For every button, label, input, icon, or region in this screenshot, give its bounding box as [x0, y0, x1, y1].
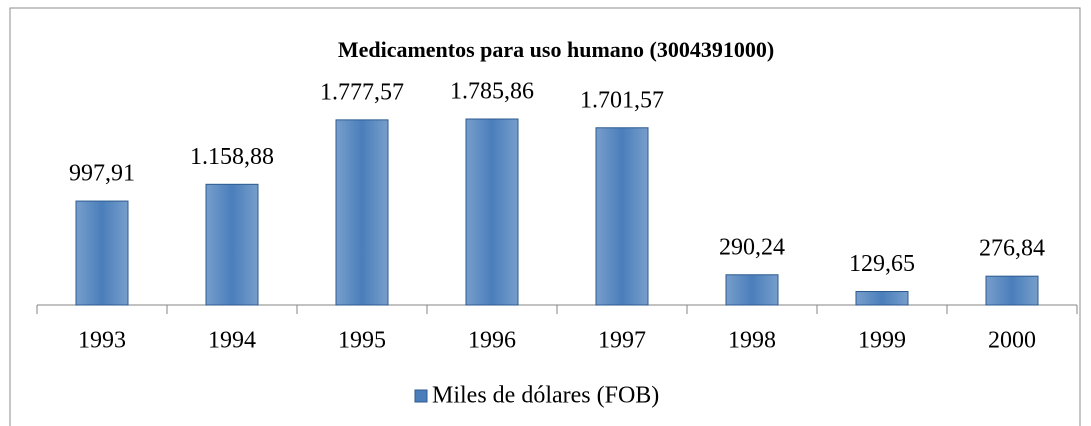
x-tick-label: 1995	[338, 328, 386, 354]
data-label: 1.701,57	[580, 87, 664, 113]
data-label: 276,84	[979, 236, 1045, 262]
bar	[205, 183, 259, 306]
data-label: 290,24	[719, 234, 785, 260]
x-tick-label: 2000	[988, 328, 1036, 354]
data-label: 1.158,88	[190, 144, 274, 170]
bar	[335, 119, 389, 306]
legend-label: Miles de dólares (FOB)	[432, 383, 659, 409]
bar	[985, 275, 1039, 306]
x-tick-label: 1993	[78, 328, 126, 354]
chart-title: Medicamentos para uso humano (3004391000…	[338, 37, 774, 62]
data-label: 129,65	[849, 251, 915, 277]
bar	[595, 127, 649, 306]
x-tick-label: 1994	[208, 328, 256, 354]
data-label: 1.777,57	[320, 79, 404, 105]
x-tick-label: 1997	[598, 328, 646, 354]
data-label: 997,91	[69, 161, 135, 187]
chart-border	[9, 7, 1081, 426]
legend-swatch	[414, 389, 428, 403]
bar	[725, 274, 779, 306]
x-tick-label: 1998	[728, 328, 776, 354]
x-tick-label: 1996	[468, 328, 516, 354]
bar	[465, 118, 519, 306]
bar	[855, 290, 909, 306]
x-tick-label: 1999	[858, 328, 906, 354]
data-label: 1.785,86	[450, 79, 534, 105]
bar	[75, 200, 129, 306]
